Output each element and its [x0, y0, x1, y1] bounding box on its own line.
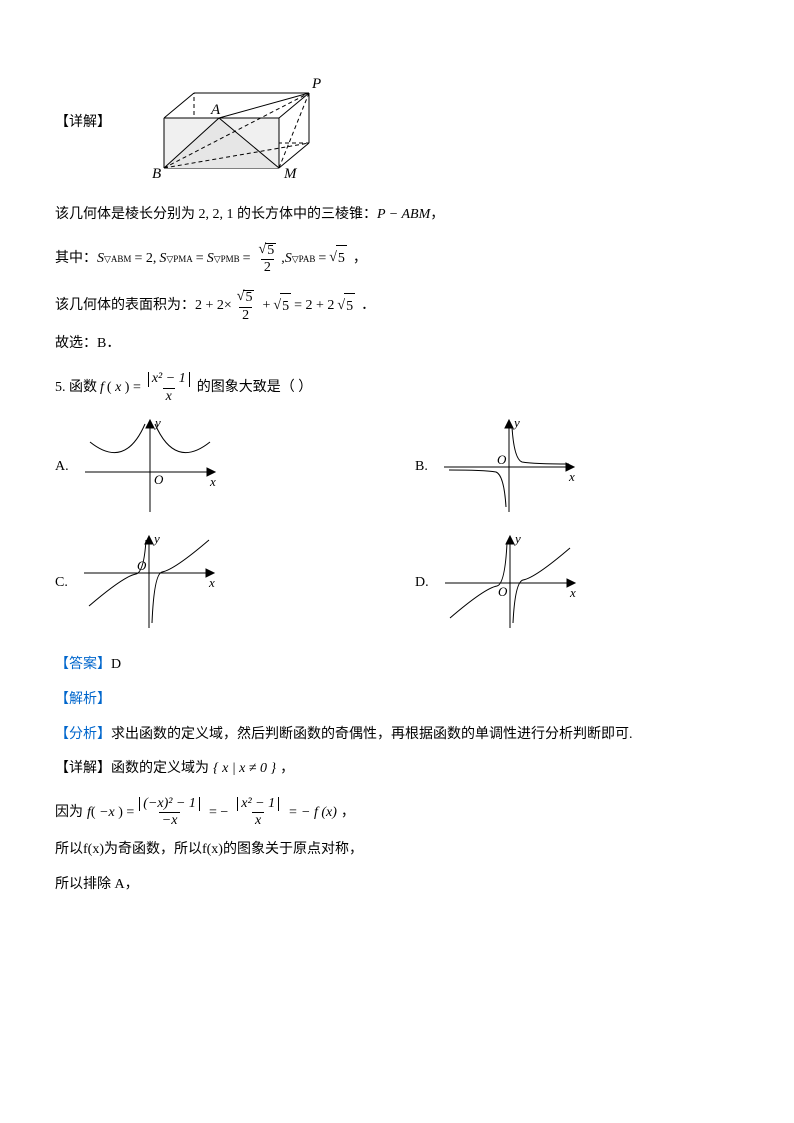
q5-num: 5. 函数: [55, 375, 97, 402]
d2: 2: [239, 307, 252, 324]
p3-post: ．: [361, 293, 375, 320]
p5-eq: = −: [209, 800, 228, 827]
q5-frac: x² − 1 x: [145, 372, 193, 404]
expl-label: 【解析】: [55, 687, 111, 714]
p5-post: ，: [341, 800, 355, 827]
gB-y: y: [512, 415, 520, 430]
gD-O: O: [498, 584, 508, 599]
opt-A: A.: [55, 454, 69, 481]
gA-y: y: [153, 415, 161, 430]
eq3: =: [318, 246, 326, 273]
r2: 5: [280, 293, 291, 321]
opt-D: D.: [415, 570, 429, 597]
sqrt3: √5: [337, 293, 355, 321]
p1-formula: P − ABM: [377, 202, 430, 229]
sub3: ▽PMB: [214, 251, 240, 268]
p7: 所以排除 A，: [55, 872, 739, 899]
analyze-label: 【分析】: [55, 722, 111, 749]
q5-post: 的图象大致是（ ）: [197, 375, 313, 402]
q5-x: x: [115, 380, 121, 395]
expr1: 2 + 2×: [195, 293, 232, 320]
label-P: P: [311, 76, 321, 92]
detail2-label: 【详解】: [55, 756, 111, 783]
gB-O: O: [497, 452, 507, 467]
q5-paren: ( x ) =: [107, 375, 141, 402]
d2-post: ，: [280, 756, 294, 783]
root5b: 5: [336, 245, 347, 273]
eq2: =: [243, 246, 251, 273]
p3-pre: 该几何体的表面积为：: [55, 293, 195, 320]
gD-y: y: [513, 531, 521, 546]
answer: D: [111, 652, 121, 679]
graph-D: O x y: [435, 528, 585, 638]
sqrt5: √5: [329, 245, 347, 273]
p2-post: ，: [353, 246, 367, 273]
p1-post: ，: [430, 202, 444, 229]
gD-x: x: [569, 585, 576, 600]
p5-frac2: x² − 1 x: [234, 797, 282, 829]
label-M: M: [283, 166, 298, 182]
sub4: ▽PAB: [292, 251, 316, 268]
label-A: A: [210, 102, 221, 118]
label-B: B: [152, 166, 161, 182]
eq1: = 2,: [134, 246, 156, 273]
p6: 所以f(x)为奇函数，所以f(x)的图象关于原点对称，: [55, 837, 739, 864]
p5-pre: 因为: [55, 800, 83, 827]
r1: 5: [243, 290, 254, 306]
graph-C: O x y: [74, 528, 224, 638]
p5-negx: −x: [99, 805, 115, 820]
p5-d2: x: [252, 812, 264, 829]
p1-pre: 该几何体是棱长分别为 2, 2, 1 的长方体中的三棱锥：: [55, 202, 377, 229]
root5a: 5: [265, 243, 276, 259]
sub1: ▽ABM: [104, 251, 131, 268]
q5-f: f: [100, 375, 104, 402]
S3: S: [207, 246, 214, 273]
q5-abs: x² − 1: [148, 372, 190, 387]
p5-eq2: = − f (x): [288, 800, 337, 827]
answer-label: 【答案】: [55, 652, 111, 679]
mid: =: [196, 246, 204, 273]
expr3: = 2 + 2: [294, 293, 334, 320]
d2-set: { x | x ≠ 0 }: [213, 756, 276, 783]
r3: 5: [344, 293, 355, 321]
d2-pre: 函数的定义域为: [111, 756, 209, 783]
gA-O: O: [154, 472, 164, 487]
p5-n2: x² − 1: [237, 797, 279, 812]
graph-A: O x y: [75, 412, 225, 522]
frac2: √5 2: [234, 290, 258, 323]
cuboid-diagram: P A B M: [119, 58, 329, 188]
gC-O: O: [137, 558, 147, 573]
p5-n1: (−x)² − 1: [139, 797, 200, 812]
S1: S: [97, 246, 104, 273]
sqrt2: √5: [273, 293, 291, 321]
opt-B: B.: [415, 454, 428, 481]
p5-par: ( −x ) =: [91, 800, 134, 827]
expr2: +: [262, 293, 270, 320]
p5-d1: −x: [159, 812, 181, 829]
gA-x: x: [209, 474, 216, 489]
p5-frac1: (−x)² − 1 −x: [136, 797, 203, 829]
gB-x: x: [568, 469, 575, 484]
S4: S: [285, 246, 292, 273]
gC-x: x: [208, 575, 215, 590]
p2-pre: 其中：: [55, 246, 97, 273]
gC-y: y: [152, 531, 160, 546]
den1: 2: [261, 259, 274, 276]
opt-C: C.: [55, 570, 68, 597]
p4: 故选：B．: [55, 331, 739, 358]
q5-den: x: [163, 388, 175, 405]
graph-B: O x y: [434, 412, 584, 522]
detail-label: 【详解】: [55, 110, 111, 137]
S2: S: [159, 246, 166, 273]
analyze-text: 求出函数的定义域，然后判断函数的奇偶性，再根据函数的单调性进行分析判断即可.: [111, 722, 633, 749]
frac1: √5 2: [256, 243, 280, 276]
sub2: ▽PMA: [166, 251, 192, 268]
